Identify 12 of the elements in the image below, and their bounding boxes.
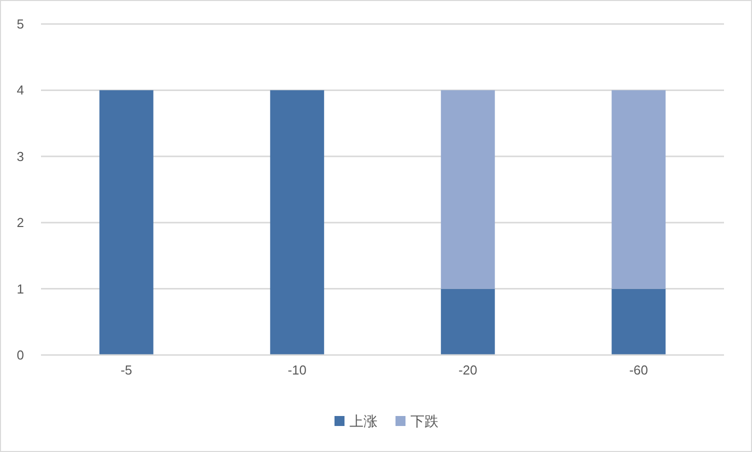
y-tick-label: 5 <box>16 16 24 32</box>
x-tick-label: -60 <box>629 362 648 378</box>
y-tick-label: 2 <box>16 215 24 230</box>
y-tick-label: 0 <box>16 348 24 362</box>
y-tick-label: 1 <box>16 281 24 296</box>
legend-label: 上涨 <box>350 413 378 429</box>
legend-label: 下跌 <box>410 413 438 429</box>
y-tick-label: 3 <box>16 148 24 164</box>
y-tick-label: 4 <box>16 82 24 98</box>
x-tick-label: -20 <box>458 362 478 378</box>
x-tick-label: -5 <box>120 362 132 378</box>
x-tick-label: -10 <box>288 362 307 378</box>
